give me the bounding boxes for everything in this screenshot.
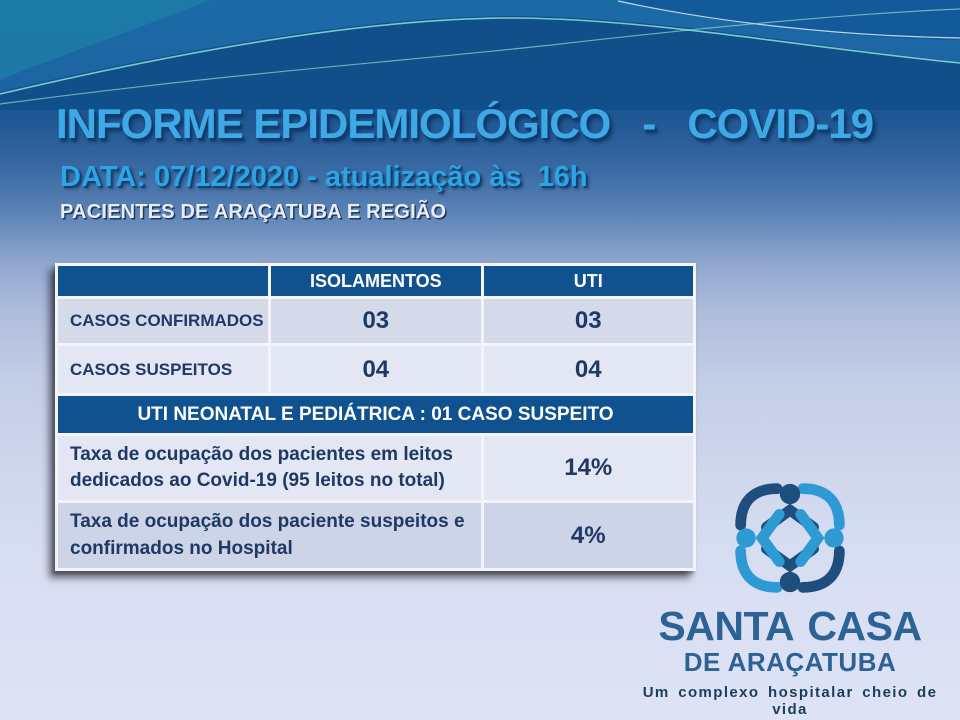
suspeitos-uti-value: 04 [483,346,693,393]
confirmados-isolamentos-value: 03 [271,299,481,343]
row-label-taxa-hospital: Taxa de ocupação dos paciente suspeitos … [58,503,481,568]
region-subheading: PACIENTES DE ARAÇATUBA E REGIÃO [60,201,447,223]
page-title: INFORME EPIDEMIOLÓGICO - COVID-19 [56,100,874,147]
row-label-casos-confirmados: CASOS CONFIRMADOS [58,299,269,343]
row-label-taxa-leitos-covid: Taxa de ocupação dos pacientes em leitos… [58,436,481,501]
logo-city-text: DE ARAÇATUBA [683,647,897,677]
table-row-taxa-covid: Taxa de ocupação dos pacientes em leitos… [58,436,693,501]
confirmados-uti-value: 03 [483,299,693,343]
suspeitos-isolamentos-value: 04 [271,346,481,393]
logo-tagline-text: Um complexo hospitalar cheio de vida [642,684,938,719]
logo-name-text: SANTA CASA [658,603,922,649]
table-row-taxa-hospital: Taxa de ocupação dos paciente suspeitos … [58,503,693,568]
row-label-casos-suspeitos: CASOS SUSPEITOS [58,346,269,393]
table-row-suspeitos: CASOS SUSPEITOS 04 04 [58,346,693,393]
santa-casa-logo-icon [735,483,845,593]
header-wave-graphic [0,0,960,110]
header-cell-empty [58,266,269,296]
table-row-confirmados: CASOS CONFIRMADOS 03 03 [58,299,693,343]
taxa-leitos-covid-value: 14% [483,436,693,501]
uti-neonatal-banner: UTI NEONATAL E PEDIÁTRICA : 01 CASO SUSP… [58,396,693,433]
header-cell-uti: UTI [483,266,693,296]
date-subtitle: DATA: 07/12/2020 - atualização às 16h [60,161,588,193]
table-banner-row: UTI NEONATAL E PEDIÁTRICA : 01 CASO SUSP… [58,396,693,433]
taxa-hospital-value: 4% [483,503,693,568]
table-header-row: ISOLAMENTOS UTI [58,266,693,296]
santa-casa-logo: SANTA CASA DE ARAÇATUBA Um complexo hosp… [640,474,940,718]
header-cell-isolamentos: ISOLAMENTOS [271,266,481,296]
covid-status-table: ISOLAMENTOS UTI CASOS CONFIRMADOS 03 03 … [55,263,696,571]
